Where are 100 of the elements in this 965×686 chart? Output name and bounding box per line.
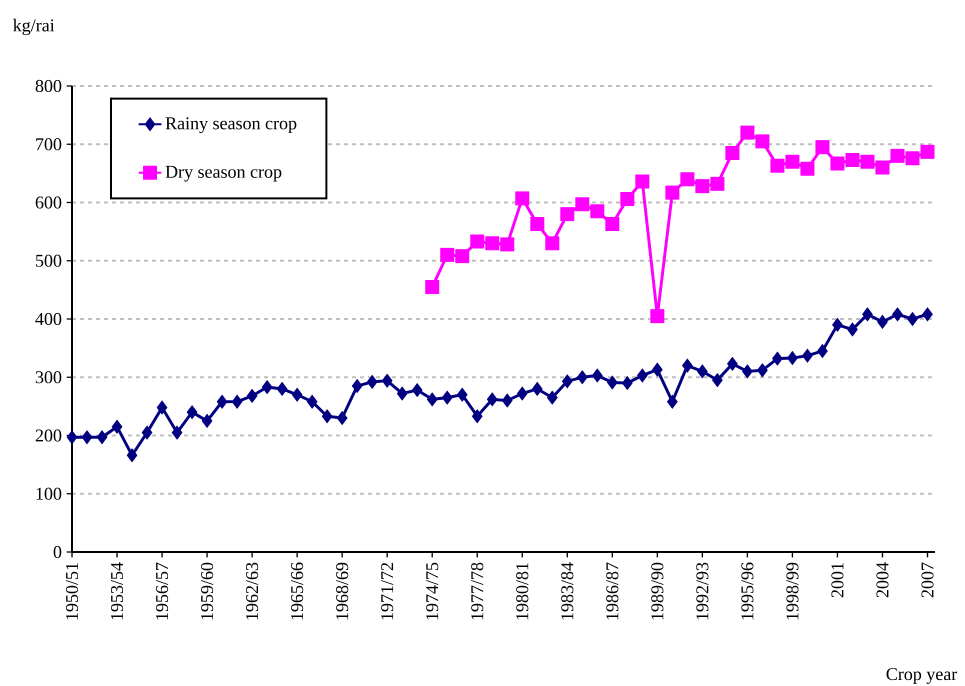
point (637, 368, 648, 382)
point (366, 374, 378, 389)
x-tick-label: 2001 (831, 563, 844, 598)
point (576, 370, 588, 384)
point (695, 179, 710, 194)
point (530, 217, 544, 232)
x-tick-label: 1965/66 (291, 562, 304, 620)
point (740, 126, 754, 140)
point (907, 312, 918, 326)
point (66, 430, 78, 444)
point (845, 152, 860, 167)
point (892, 307, 903, 322)
point (606, 375, 618, 390)
point (665, 186, 680, 200)
x-tick-label: 1995/96 (741, 562, 754, 620)
point (306, 394, 318, 409)
point (516, 386, 528, 401)
point (650, 309, 664, 324)
y-tick-label: 800 (36, 80, 62, 92)
x-tick-label: 1974/75 (426, 562, 438, 620)
point (485, 236, 500, 250)
point (590, 204, 604, 218)
x-tick-label: 1998/99 (786, 562, 798, 620)
x-tick-label: 1959/60 (201, 562, 214, 620)
point (652, 362, 663, 377)
point (82, 430, 92, 444)
point (396, 386, 408, 401)
point (455, 249, 470, 264)
x-tick-label: 1971/72 (381, 563, 394, 620)
x-tick-label: 1989/90 (651, 562, 664, 620)
y-tick-label: 500 (36, 254, 62, 267)
point (456, 388, 468, 402)
point (757, 363, 768, 378)
point (755, 134, 770, 148)
point (500, 237, 514, 252)
point (276, 382, 288, 396)
point (172, 426, 182, 440)
point (605, 217, 620, 232)
point (742, 364, 753, 378)
y-tick-label: 100 (36, 488, 62, 500)
point (412, 383, 423, 398)
point (336, 411, 348, 426)
x-tick-label: 2004 (876, 562, 889, 598)
x-tick-label: 1977/78 (471, 562, 484, 620)
point (246, 388, 258, 403)
point (920, 144, 934, 159)
point (680, 172, 694, 186)
point (697, 364, 708, 378)
point (515, 191, 530, 206)
point (787, 351, 798, 366)
point (860, 154, 874, 169)
point (560, 207, 574, 222)
point (905, 151, 920, 166)
point (292, 388, 302, 402)
point (592, 368, 603, 382)
point (112, 420, 122, 434)
point (727, 356, 738, 371)
point (725, 146, 740, 160)
point (486, 392, 498, 406)
point (562, 374, 573, 388)
y-tick-label: 200 (36, 429, 62, 442)
x-axis-title: Crop year (886, 668, 958, 684)
x-tick-label: 1980/81 (516, 563, 528, 620)
point (815, 140, 830, 154)
x-tick-label: 2007 (921, 562, 934, 598)
point (785, 154, 800, 169)
point (862, 307, 873, 322)
y-tick-label: 400 (35, 312, 62, 326)
point (847, 322, 858, 336)
point (710, 176, 724, 191)
point (352, 378, 363, 393)
point (502, 394, 513, 408)
x-tick-label: 1953/54 (110, 562, 124, 620)
point (96, 430, 108, 444)
y-tick-label: 600 (36, 196, 62, 209)
point (832, 318, 843, 332)
x-tick-label: 1962/63 (246, 562, 258, 620)
point (142, 426, 152, 440)
point (575, 197, 590, 212)
point (712, 373, 723, 388)
y-tick-label: 700 (36, 138, 62, 150)
point (156, 400, 168, 415)
point (682, 358, 693, 373)
point (472, 409, 483, 424)
legend-label: Dry season crop (166, 166, 282, 182)
x-tick-label: 1992/93 (696, 562, 708, 620)
point (800, 162, 814, 176)
x-tick-label: 1983/84 (561, 562, 574, 620)
point (817, 344, 828, 358)
y-axis-title: kg/rai (13, 18, 54, 36)
point (922, 307, 933, 322)
point (262, 380, 272, 394)
y-tick-label: 0 (54, 546, 62, 558)
point (802, 348, 813, 363)
point (232, 394, 242, 409)
point (635, 174, 650, 189)
point (770, 158, 784, 173)
point (546, 390, 558, 405)
point (545, 236, 560, 250)
x-tick-label: 1986/87 (606, 562, 618, 620)
